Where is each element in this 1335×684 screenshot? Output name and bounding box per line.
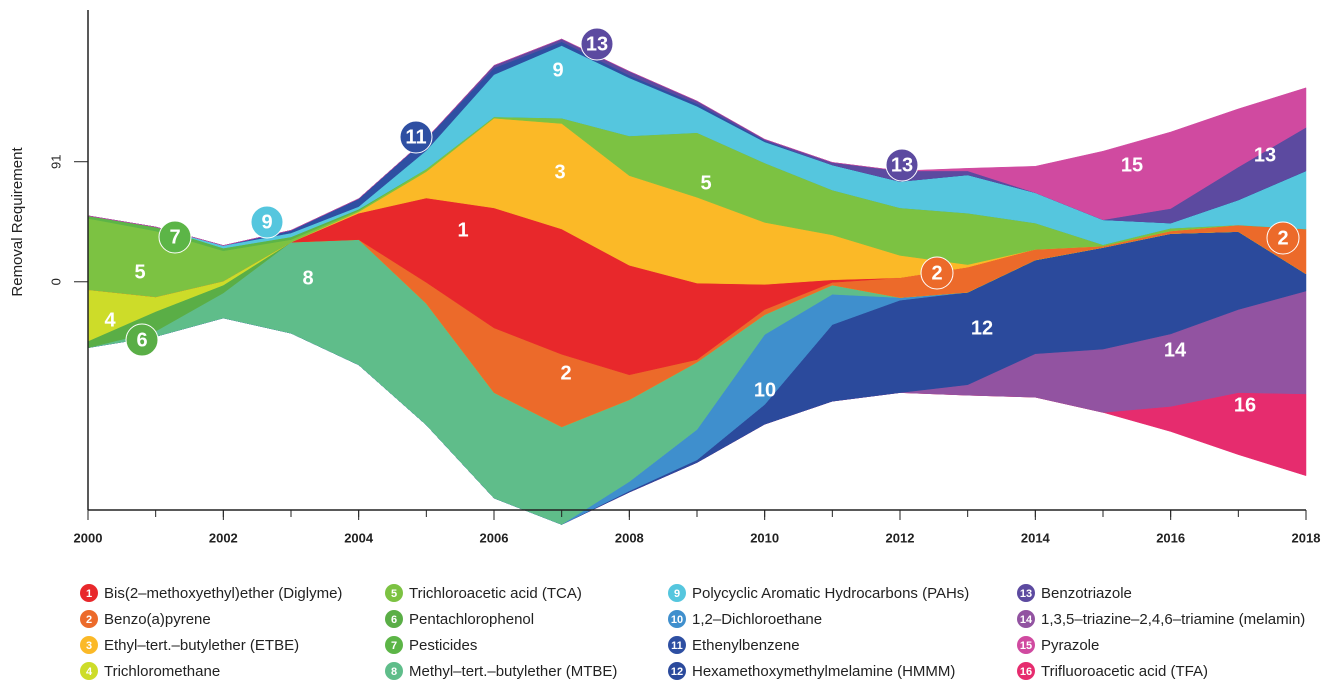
y-tick-label: 91 bbox=[48, 154, 63, 168]
legend-number: 15 bbox=[1020, 640, 1032, 652]
legend-number: 9 bbox=[674, 588, 680, 600]
legend-swatch bbox=[1017, 662, 1035, 680]
legend-swatch bbox=[385, 662, 403, 680]
series-label: 2 bbox=[931, 262, 942, 284]
legend-label: Ethenylbenzene bbox=[692, 637, 800, 654]
series-label: 5 bbox=[134, 261, 145, 283]
legend-number: 12 bbox=[671, 666, 683, 678]
legend-label: Ethyl–tert.–butylether (ETBE) bbox=[104, 637, 299, 654]
legend-label: Benzo(a)pyrene bbox=[104, 611, 211, 628]
x-tick-label: 2010 bbox=[750, 530, 779, 545]
series-label: 10 bbox=[754, 379, 776, 401]
legend-label: 1,2–Dichloroethane bbox=[692, 611, 822, 628]
y-axis-label: Removal Requirement bbox=[9, 147, 26, 297]
label-badge bbox=[885, 148, 919, 182]
legend-swatch bbox=[80, 610, 98, 628]
legend-label: Pesticides bbox=[409, 637, 477, 654]
stream-area bbox=[87, 38, 1307, 246]
legend-label: Bis(2–methoxyethyl)ether (Diglyme) bbox=[104, 585, 342, 602]
label-badge bbox=[580, 27, 614, 61]
legend-number: 1 bbox=[86, 588, 92, 600]
series-label: 2 bbox=[560, 362, 571, 384]
legend-number: 6 bbox=[391, 614, 397, 626]
legend-number: 11 bbox=[671, 640, 683, 652]
x-tick-label: 2004 bbox=[344, 530, 374, 545]
legend-label: Benzotriazole bbox=[1041, 585, 1132, 602]
series-label: 13 bbox=[1254, 144, 1276, 166]
series-label: 14 bbox=[1164, 339, 1187, 361]
legend-number: 13 bbox=[1020, 588, 1032, 600]
x-tick-label: 2006 bbox=[480, 530, 509, 545]
legend-label: 1,3,5–triazine–2,4,6–triamine (melamin) bbox=[1041, 611, 1305, 628]
legend-label: Pyrazole bbox=[1041, 637, 1099, 654]
legend-label: Trifluoroacetic acid (TFA) bbox=[1041, 663, 1208, 680]
legend-label: Trichloroacetic acid (TCA) bbox=[409, 585, 582, 602]
label-badge bbox=[250, 205, 284, 239]
legend-swatch bbox=[385, 636, 403, 654]
legend-swatch bbox=[1017, 584, 1035, 602]
legend-number: 4 bbox=[86, 666, 93, 678]
legend-label: Pentachlorophenol bbox=[409, 611, 534, 628]
x-tick-label: 2018 bbox=[1292, 530, 1321, 545]
series-label: 1 bbox=[457, 219, 468, 241]
legend-swatch bbox=[1017, 610, 1035, 628]
series-label: 15 bbox=[1121, 154, 1143, 176]
areas bbox=[87, 38, 1307, 525]
label-badge bbox=[125, 323, 159, 357]
x-tick-label: 2016 bbox=[1156, 530, 1185, 545]
legend-number: 8 bbox=[391, 666, 397, 678]
legend-label: Methyl–tert.–butylether (MTBE) bbox=[409, 663, 617, 680]
label-badge bbox=[158, 220, 192, 254]
x-tick-label: 2012 bbox=[886, 530, 915, 545]
label-badge bbox=[399, 120, 433, 154]
series-label: 3 bbox=[554, 161, 565, 183]
legend-swatch bbox=[80, 584, 98, 602]
series-label: 9 bbox=[261, 211, 272, 233]
x-tick-label: 2008 bbox=[615, 530, 644, 545]
legend-swatch bbox=[668, 610, 686, 628]
legend-swatch bbox=[668, 636, 686, 654]
x-tick-label: 2014 bbox=[1021, 530, 1051, 545]
legend-swatch bbox=[385, 610, 403, 628]
legend-swatch bbox=[80, 662, 98, 680]
series-label: 4 bbox=[104, 309, 116, 331]
series-label: 13 bbox=[586, 33, 608, 55]
legend-number: 14 bbox=[1020, 614, 1033, 626]
series-label: 7 bbox=[169, 226, 180, 248]
legend-number: 5 bbox=[391, 588, 397, 600]
legend-number: 3 bbox=[86, 640, 92, 652]
legend-swatch bbox=[668, 662, 686, 680]
legend-number: 16 bbox=[1020, 666, 1032, 678]
legend-swatch bbox=[668, 584, 686, 602]
x-tick-label: 2002 bbox=[209, 530, 238, 545]
series-label: 9 bbox=[552, 59, 563, 81]
y-tick-label: 0 bbox=[48, 278, 63, 285]
legend-label: Polycyclic Aromatic Hydrocarbons (PAHs) bbox=[692, 585, 969, 602]
series-label: 12 bbox=[971, 317, 993, 339]
legend-swatch bbox=[385, 584, 403, 602]
legend-number: 2 bbox=[86, 614, 92, 626]
series-label: 5 bbox=[700, 172, 711, 194]
legend-number: 10 bbox=[671, 614, 683, 626]
legend-label: Hexamethoxymethylmelamine (HMMM) bbox=[692, 663, 955, 680]
label-badge bbox=[1266, 221, 1300, 255]
series-label: 6 bbox=[136, 329, 147, 351]
legend-label: Trichloromethane bbox=[104, 663, 220, 680]
series-label: 16 bbox=[1234, 394, 1256, 416]
legend-swatch bbox=[1017, 636, 1035, 654]
label-badge bbox=[920, 256, 954, 290]
series-label: 13 bbox=[891, 154, 913, 176]
legend-number: 7 bbox=[391, 640, 397, 652]
series-label: 11 bbox=[405, 126, 426, 148]
x-tick-label: 2000 bbox=[74, 530, 103, 545]
series-label: 2 bbox=[1277, 227, 1288, 249]
legend-swatch bbox=[80, 636, 98, 654]
series-label: 8 bbox=[302, 267, 313, 289]
